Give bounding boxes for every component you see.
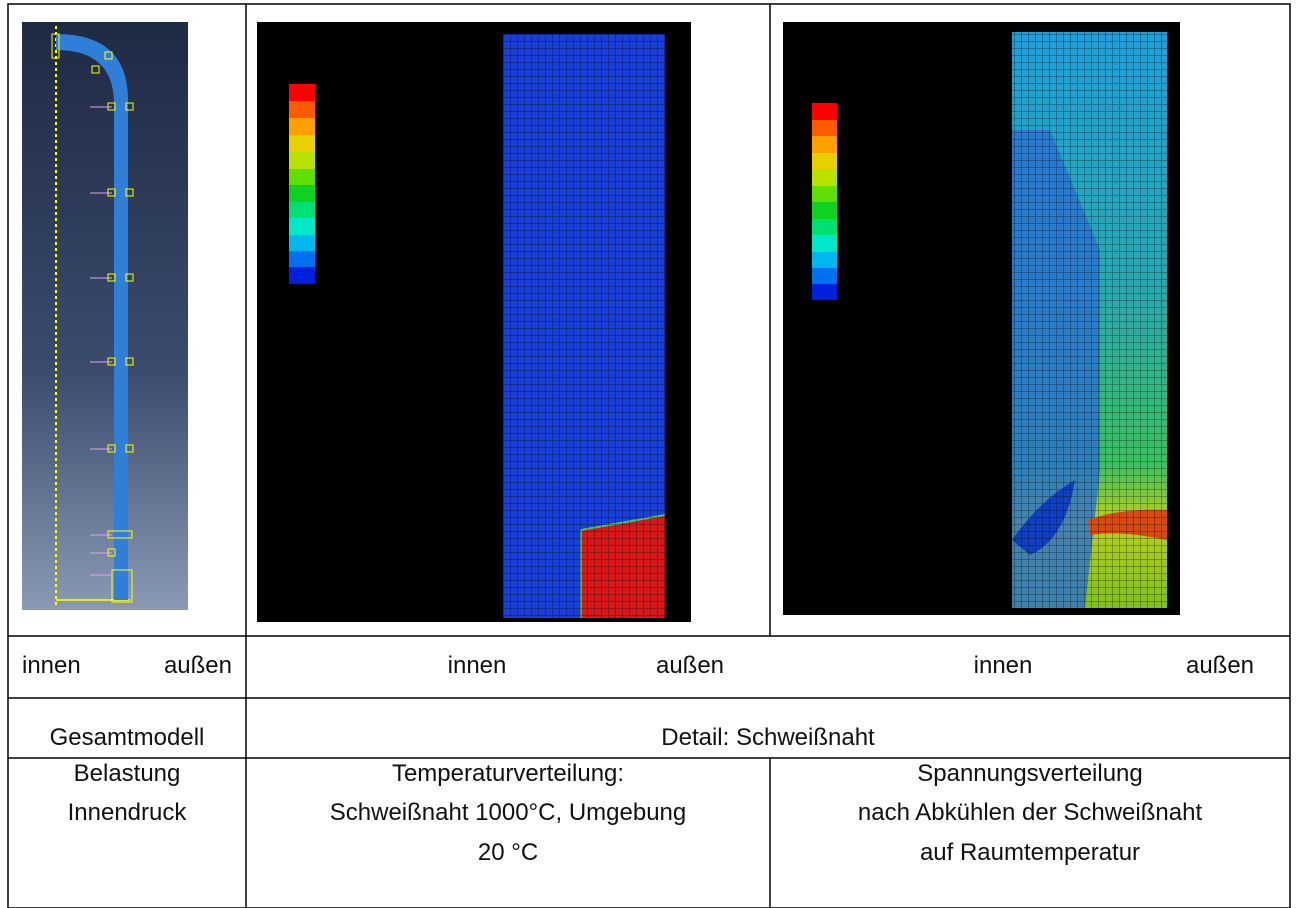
cell-text: Detail: Schweißnaht [661, 724, 875, 751]
cell-text: Schweißnaht 1000°C, Umgebung [329, 799, 687, 826]
label-outside: außen [163, 652, 232, 679]
label-inside: innen [973, 652, 1033, 679]
legend-bar [289, 84, 315, 284]
label-inside: innen [22, 652, 81, 679]
label-outside: außen [655, 652, 725, 679]
label-outside: außen [1185, 652, 1255, 679]
cell-text: Belastung [73, 760, 181, 787]
stress-image [783, 22, 1180, 615]
cell-text: nach Abkühlen der Schweißnaht [857, 799, 1203, 826]
cell-text: Spannungsverteilung [917, 760, 1143, 787]
cell-text: Temperaturverteilung: [391, 760, 625, 787]
cell-text: auf Raumtemperatur [919, 839, 1141, 866]
model-image [22, 22, 188, 610]
cell-text: 20 °C [477, 839, 539, 866]
temperature-image [257, 22, 691, 622]
legend-bar [812, 103, 837, 300]
label-inside: innen [447, 652, 507, 679]
cell-text: Innendruck [67, 799, 187, 826]
table-grid [7, 3, 1291, 908]
cell-text: Gesamtmodell [49, 724, 205, 751]
